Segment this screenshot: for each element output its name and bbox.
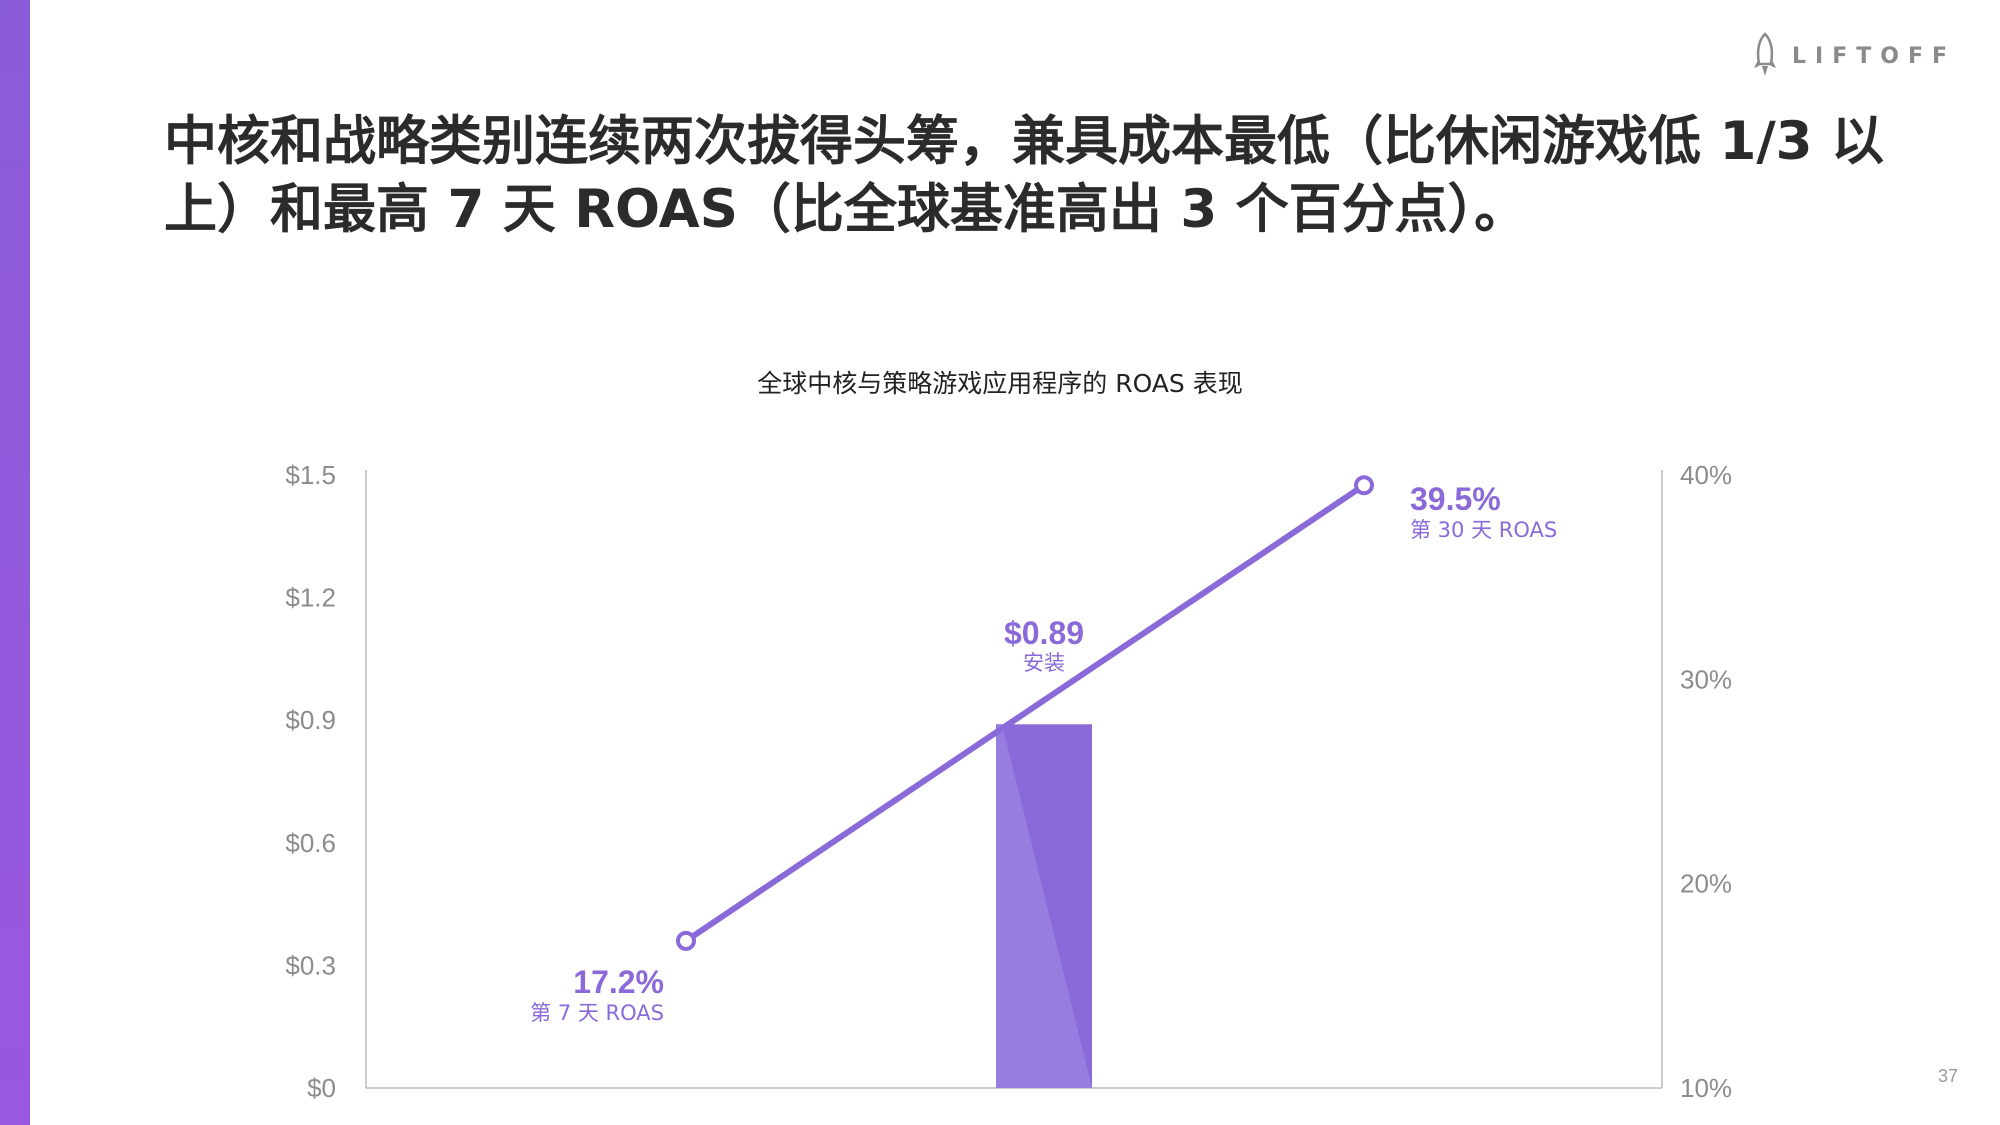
point-value-label: 17.2%: [573, 964, 664, 1000]
point-category-label: 第 7 天 ROAS: [530, 1001, 664, 1025]
right-tick-label: 30%: [1680, 664, 1732, 694]
right-tick-label: 10%: [1680, 1073, 1732, 1103]
rocket-icon: [1754, 32, 1776, 76]
point-category-label: 第 30 天 ROAS: [1410, 518, 1557, 542]
left-tick-label: $0.3: [285, 950, 336, 980]
left-tick-label: $0.9: [285, 705, 336, 735]
liftoff-logo: LIFTOFF: [1752, 32, 1956, 80]
left-tick-label: $0.6: [285, 828, 336, 858]
roas-point: [1354, 475, 1374, 496]
page-headline: 中核和战略类别连续两次拔得头筹，兼具成本最低（比休闲游戏低 1/3 以上）和最高…: [164, 111, 1885, 240]
bar-value-label: $0.89: [1004, 615, 1084, 651]
right-tick-label: 20%: [1680, 869, 1732, 899]
left-tick-label: $0: [307, 1073, 336, 1103]
page-number: 37: [1937, 1066, 1958, 1086]
roas-line: [683, 482, 1367, 944]
bar-install-highlight: [996, 724, 1092, 1088]
side-accent-bar: [0, 0, 30, 1125]
bar-category-label: 安装: [1023, 651, 1065, 675]
left-tick-label: $1.2: [285, 583, 336, 613]
chart-title: 全球中核与策略游戏应用程序的 ROAS 表现: [757, 369, 1243, 398]
left-tick-label: $1.5: [285, 460, 336, 490]
right-tick-label: 40%: [1680, 460, 1732, 490]
point-value-label: 39.5%: [1410, 481, 1501, 517]
logo-wordmark: LIFTOFF: [1792, 43, 1956, 69]
roas-point: [676, 930, 696, 951]
